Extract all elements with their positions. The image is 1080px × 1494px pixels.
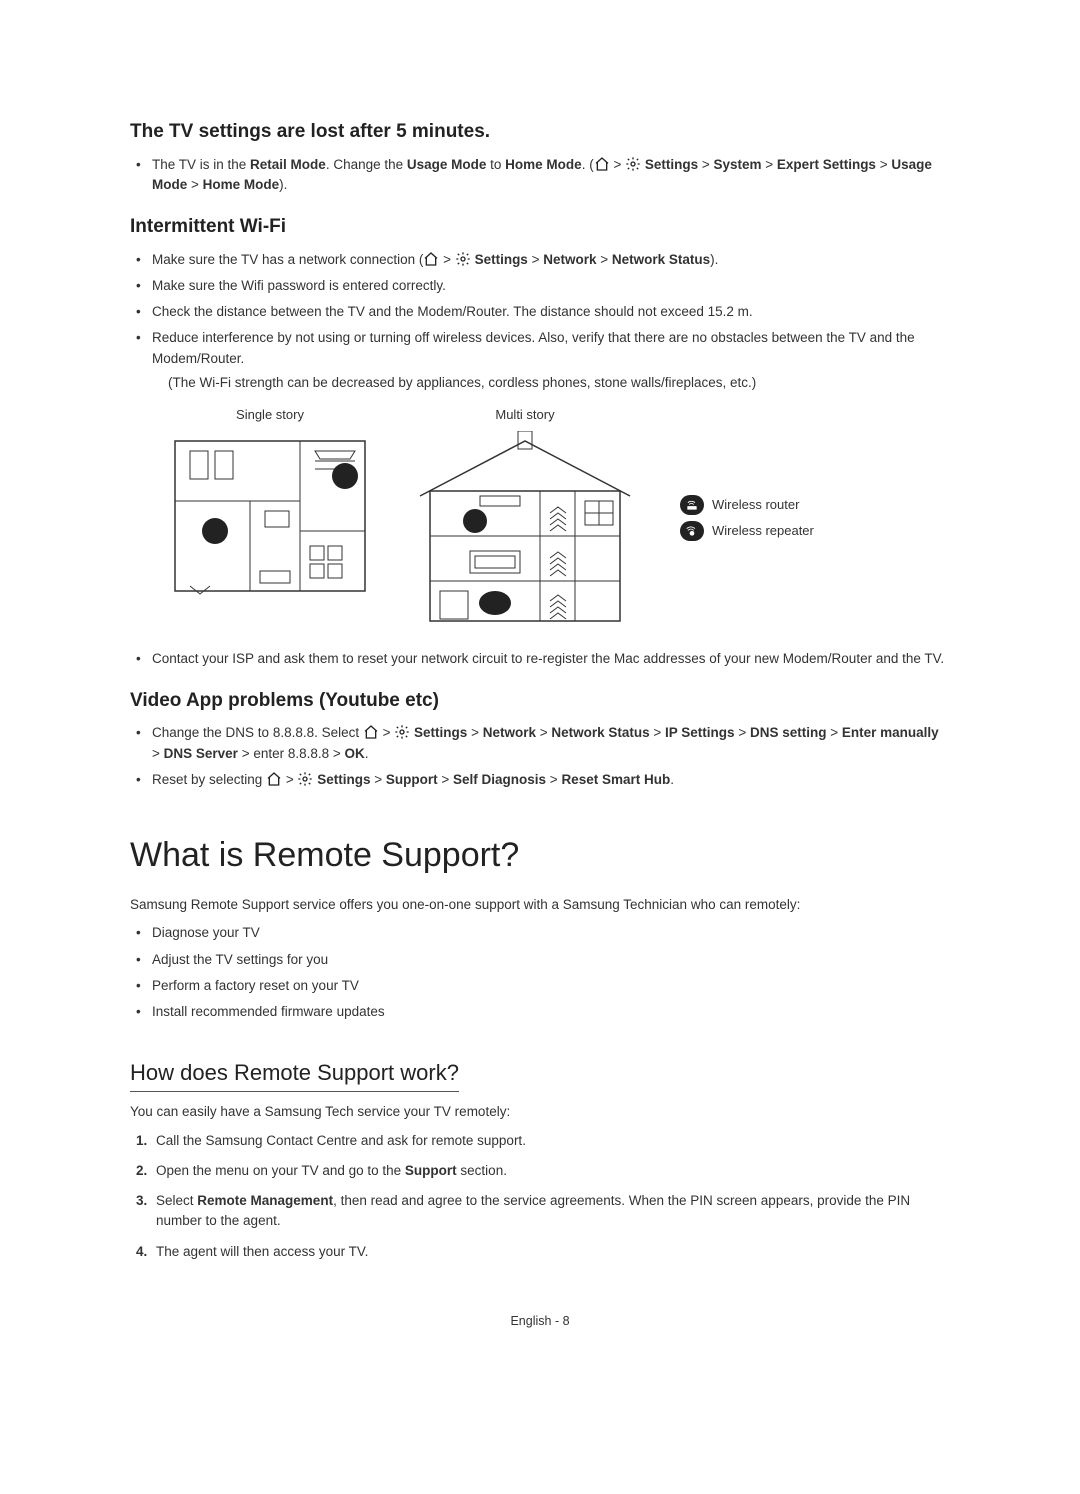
page-footer: English - 8	[130, 1312, 950, 1331]
bold: Enter manually	[842, 725, 939, 740]
diagram-label: Multi story	[410, 405, 640, 425]
sub-text: (The Wi-Fi strength can be decreased by …	[152, 373, 950, 393]
text: Reset by selecting	[152, 772, 266, 787]
list-item: Contact your ISP and ask them to reset y…	[136, 649, 950, 669]
repeater-icon	[680, 521, 704, 541]
gear-icon	[394, 724, 410, 740]
home-icon	[363, 724, 379, 740]
text: ).	[279, 177, 287, 192]
text: Open the menu on your TV and go to the	[156, 1163, 405, 1178]
text: Reduce interference by not using or turn…	[152, 330, 915, 365]
home-icon	[266, 771, 282, 787]
section-heading: Video App problems (Youtube etc)	[130, 687, 950, 716]
bold: Expert Settings	[777, 157, 876, 172]
bold: System	[714, 157, 762, 172]
bold: Support	[405, 1163, 457, 1178]
list-item: Reset by selecting > Settings > Support …	[136, 770, 950, 790]
floorplan-icon	[170, 431, 370, 601]
bold: Usage Mode	[407, 157, 487, 172]
bold: Network	[483, 725, 536, 740]
bold: Home Mode	[505, 157, 582, 172]
bold: Retail Mode	[250, 157, 326, 172]
text: ).	[710, 252, 718, 267]
home-icon	[423, 251, 439, 267]
section-heading: Intermittent Wi-Fi	[130, 213, 950, 242]
step-item: Select Remote Management, then read and …	[136, 1191, 950, 1232]
bold: Home Mode	[203, 177, 280, 192]
text: to	[486, 157, 505, 172]
list-item: Diagnose your TV	[136, 923, 950, 943]
legend-row: Wireless router	[680, 495, 814, 515]
gear-icon	[297, 771, 313, 787]
list-item: Perform a factory reset on your TV	[136, 976, 950, 996]
list-item: Check the distance between the TV and th…	[136, 302, 950, 322]
list-item: Make sure the Wifi password is entered c…	[136, 276, 950, 296]
house-icon	[410, 431, 640, 631]
bold: Settings	[475, 252, 528, 267]
gear-icon	[455, 251, 471, 267]
router-icon	[680, 495, 704, 515]
legend-label: Wireless router	[712, 495, 799, 515]
diagram-label: Single story	[170, 405, 370, 425]
list-item: Change the DNS to 8.8.8.8. Select > Sett…	[136, 723, 950, 764]
bold: Remote Management	[197, 1193, 333, 1208]
list-item: Reduce interference by not using or turn…	[136, 328, 950, 393]
text: section.	[457, 1163, 507, 1178]
step-item: Open the menu on your TV and go to the S…	[136, 1161, 950, 1181]
section-heading: The TV settings are lost after 5 minutes…	[130, 118, 950, 147]
bold: DNS setting	[750, 725, 827, 740]
bold: Network	[543, 252, 596, 267]
bold: Network Status	[551, 725, 649, 740]
home-icon	[594, 156, 610, 172]
bold: Settings	[645, 157, 698, 172]
text: Select	[156, 1193, 197, 1208]
paragraph: You can easily have a Samsung Tech servi…	[130, 1102, 950, 1122]
diagram-legend: Wireless router Wireless repeater	[680, 495, 814, 547]
paragraph: Samsung Remote Support service offers yo…	[130, 895, 950, 915]
list-item: The TV is in the Retail Mode. Change the…	[136, 155, 950, 196]
bold: Settings	[317, 772, 370, 787]
diagram-single-story: Single story	[170, 405, 370, 607]
text: . Change the	[326, 157, 407, 172]
gear-icon	[625, 156, 641, 172]
legend-label: Wireless repeater	[712, 521, 814, 541]
text: The TV is in the	[152, 157, 250, 172]
bold: Reset Smart Hub	[561, 772, 670, 787]
bold: DNS Server	[164, 746, 238, 761]
legend-row: Wireless repeater	[680, 521, 814, 541]
bold: OK	[345, 746, 365, 761]
step-item: The agent will then access your TV.	[136, 1242, 950, 1262]
page-title: What is Remote Support?	[130, 830, 950, 881]
bold: IP Settings	[665, 725, 735, 740]
bold: Support	[386, 772, 438, 787]
list-item: Install recommended firmware updates	[136, 1002, 950, 1022]
list-item: Adjust the TV settings for you	[136, 950, 950, 970]
text: Change the DNS to 8.8.8.8. Select	[152, 725, 363, 740]
text: . (	[582, 157, 594, 172]
bold: Network Status	[612, 252, 710, 267]
diagram-multi-story: Multi story	[410, 405, 640, 637]
text: enter 8.8.8.8	[250, 746, 333, 761]
bold: Self Diagnosis	[453, 772, 546, 787]
diagram-row: Single story Multi story	[170, 405, 950, 637]
section-heading: How does Remote Support work?	[130, 1056, 459, 1092]
text: Make sure the TV has a network connectio…	[152, 252, 423, 267]
step-item: Call the Samsung Contact Centre and ask …	[136, 1131, 950, 1151]
list-item: Make sure the TV has a network connectio…	[136, 250, 950, 270]
bold: Settings	[414, 725, 467, 740]
